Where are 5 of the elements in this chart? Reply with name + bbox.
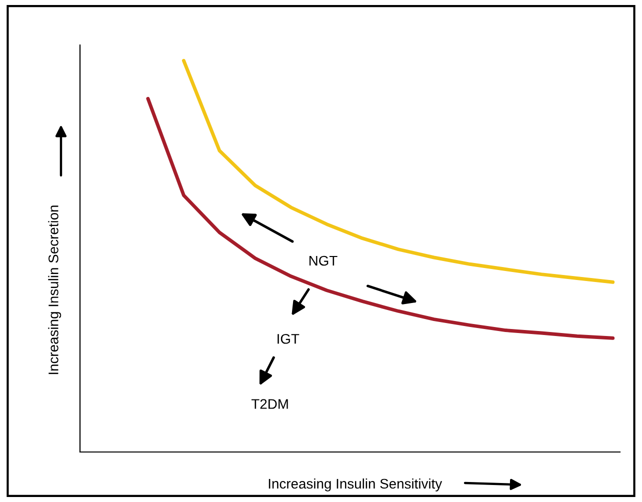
- annotation: NGT: [309, 256, 338, 266]
- y-axis-title: Increasing Insulin Secretion: [48, 206, 62, 374]
- annotation: T2DM: [251, 399, 288, 409]
- x-axis-title: Increasing Insulin Sensitivity: [268, 478, 442, 492]
- annotation: IGT: [278, 334, 300, 344]
